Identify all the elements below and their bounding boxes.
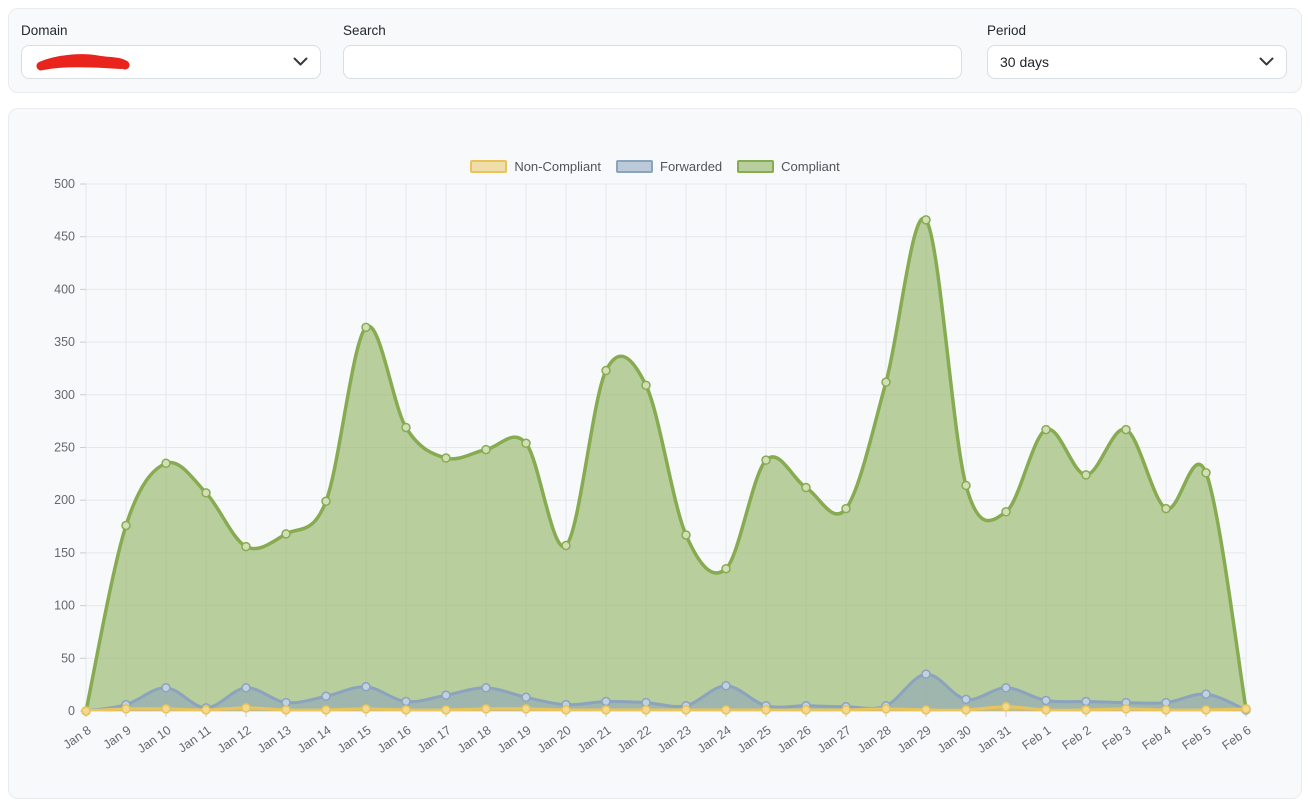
- domain-select[interactable]: [21, 44, 321, 79]
- svg-text:500: 500: [54, 177, 75, 191]
- period-field: Period 30 days: [987, 24, 1287, 79]
- search-input[interactable]: [343, 44, 962, 79]
- domain-field: Domain: [21, 24, 321, 79]
- svg-text:100: 100: [54, 599, 75, 613]
- legend-swatch-non-compliant: [470, 160, 508, 173]
- legend-item-compliant[interactable]: Compliant: [737, 159, 840, 174]
- svg-text:Jan 25: Jan 25: [735, 723, 774, 756]
- svg-text:Jan 12: Jan 12: [215, 723, 254, 756]
- svg-text:Jan 26: Jan 26: [775, 723, 814, 756]
- legend-swatch-forwarded: [616, 160, 654, 173]
- svg-text:Feb 4: Feb 4: [1140, 723, 1174, 753]
- svg-text:0: 0: [68, 704, 75, 718]
- svg-text:Jan 28: Jan 28: [855, 723, 894, 756]
- svg-text:350: 350: [54, 335, 75, 349]
- svg-text:Jan 14: Jan 14: [295, 723, 334, 756]
- svg-text:Jan 17: Jan 17: [415, 723, 454, 756]
- svg-text:Feb 2: Feb 2: [1060, 723, 1094, 753]
- legend-item-non-compliant[interactable]: Non-Compliant: [470, 159, 601, 174]
- svg-text:Jan 29: Jan 29: [895, 723, 934, 756]
- svg-text:250: 250: [54, 441, 75, 455]
- svg-text:450: 450: [54, 230, 75, 244]
- svg-text:Jan 30: Jan 30: [935, 723, 974, 756]
- legend-label: Non-Compliant: [514, 159, 602, 174]
- redaction-scribble: [36, 53, 130, 70]
- filter-bar: Domain Search Period 30 days: [8, 8, 1302, 93]
- legend-label: Compliant: [781, 159, 840, 174]
- svg-text:Jan 18: Jan 18: [455, 723, 494, 756]
- svg-text:Jan 20: Jan 20: [535, 723, 574, 756]
- svg-text:Jan 15: Jan 15: [335, 723, 374, 756]
- svg-text:Jan 19: Jan 19: [495, 723, 534, 756]
- chevron-down-icon: [293, 57, 308, 66]
- period-select[interactable]: 30 days: [987, 44, 1287, 79]
- svg-text:Jan 11: Jan 11: [176, 723, 214, 755]
- chart-legend: Non-Compliant Forwarded Compliant: [9, 159, 1301, 174]
- svg-text:Jan 10: Jan 10: [135, 723, 174, 756]
- svg-text:Jan 24: Jan 24: [695, 723, 734, 756]
- legend-item-forwarded[interactable]: Forwarded: [616, 159, 722, 174]
- svg-text:Jan 27: Jan 27: [815, 723, 854, 756]
- chart-card: Non-Compliant Forwarded Compliant 0 50 100…: [8, 108, 1302, 799]
- search-label: Search: [343, 23, 386, 38]
- svg-text:Jan 31: Jan 31: [975, 723, 1014, 756]
- svg-text:Feb 6: Feb 6: [1220, 723, 1254, 753]
- search-field: Search: [343, 24, 962, 79]
- svg-text:Feb 3: Feb 3: [1100, 723, 1134, 753]
- svg-text:Jan 21: Jan 21: [575, 723, 614, 756]
- svg-text:300: 300: [54, 388, 75, 402]
- svg-text:Jan 13: Jan 13: [255, 723, 294, 756]
- svg-text:150: 150: [54, 546, 75, 560]
- period-value: 30 days: [1000, 53, 1050, 70]
- svg-text:Jan 9: Jan 9: [101, 723, 134, 752]
- chevron-down-icon: [1259, 57, 1274, 66]
- svg-text:200: 200: [54, 493, 75, 507]
- svg-text:Feb 1: Feb 1: [1020, 723, 1054, 753]
- period-label: Period: [987, 23, 1027, 38]
- legend-swatch-compliant: [737, 160, 775, 173]
- svg-text:Feb 5: Feb 5: [1180, 723, 1214, 753]
- area-chart: 0 50 100 150 200 250 300 350 400 450 500 Jan 8 Jan 9…: [54, 177, 1254, 756]
- domain-label: Domain: [21, 23, 68, 38]
- legend-label: Forwarded: [660, 159, 723, 174]
- svg-text:50: 50: [61, 651, 75, 665]
- svg-text:Jan 23: Jan 23: [655, 723, 694, 756]
- svg-text:400: 400: [54, 282, 75, 296]
- svg-text:Jan 22: Jan 22: [615, 723, 654, 756]
- svg-text:Jan 16: Jan 16: [375, 723, 414, 756]
- svg-text:Jan 8: Jan 8: [61, 723, 94, 752]
